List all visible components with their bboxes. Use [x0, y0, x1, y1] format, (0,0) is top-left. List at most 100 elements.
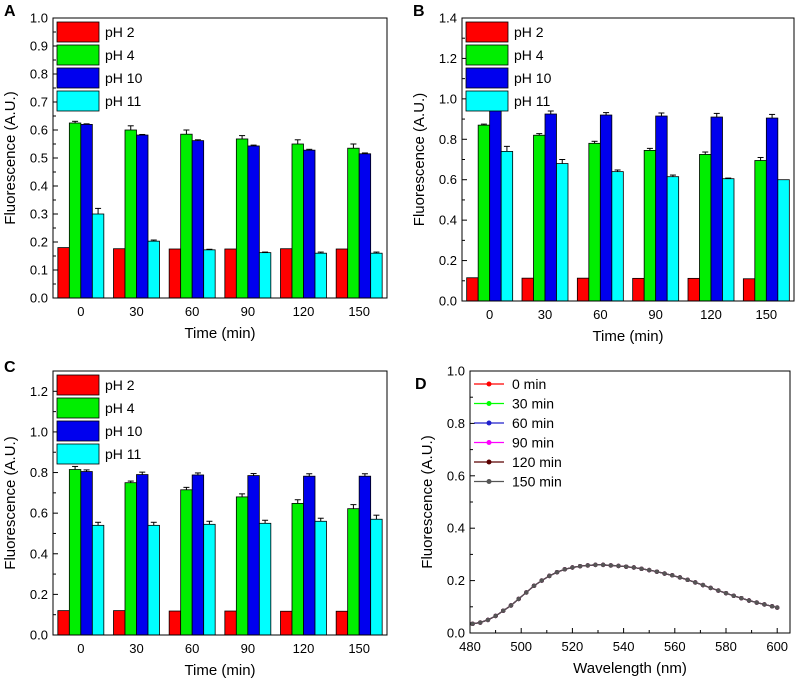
- legend-swatch: [56, 21, 100, 43]
- bar: [258, 522, 272, 636]
- data-point: [508, 603, 514, 608]
- data-point: [639, 566, 644, 572]
- plot-frame: [461, 17, 795, 302]
- bar: [247, 475, 260, 636]
- data-point: [700, 582, 706, 588]
- legend-swatch: [56, 44, 100, 66]
- bar: [643, 150, 657, 302]
- panel-d: D 0.0 0.2 0.4 0.6 0.8 1.0 Fluorescence (A.U.) Wa…: [415, 364, 791, 677]
- bar: [80, 124, 93, 299]
- legend-swatch: [465, 67, 509, 89]
- bar: [113, 248, 126, 299]
- legend-label: pH 11: [514, 93, 551, 109]
- data-point: [531, 583, 537, 589]
- bar: [235, 496, 249, 636]
- bar: [180, 489, 193, 636]
- x-axis-label: Time (min): [184, 325, 255, 342]
- bar: [599, 114, 613, 302]
- x-tick-label: 520: [562, 639, 584, 654]
- x-tick-label: 60: [185, 304, 199, 319]
- bar: [765, 117, 779, 302]
- x-tick-label: 0: [77, 304, 84, 319]
- bar: [777, 179, 790, 302]
- legend-label: pH 11: [105, 93, 142, 109]
- x-tick-label: 0: [486, 307, 493, 322]
- y-tick-label: 0.6: [30, 506, 48, 521]
- legend-marker: [486, 440, 492, 445]
- legend-label: pH 2: [105, 377, 135, 393]
- panel-c: C 0.0 0.2 0.4 0.6 0.8 1.0 1.2 Fluorescence (A.U.…: [2, 359, 388, 679]
- data-point: [723, 590, 729, 596]
- bar: [280, 248, 293, 299]
- bar: [291, 503, 304, 636]
- data-point: [593, 562, 598, 568]
- legend-swatch: [56, 397, 100, 419]
- y-tick-label: 0.6: [30, 123, 48, 138]
- y-tick-label: 0.4: [30, 546, 48, 561]
- legend-label: 90 min: [512, 435, 554, 451]
- legend-label: pH 2: [105, 24, 135, 40]
- data-point: [631, 565, 637, 570]
- y-axis-label: Fluorescence (A.U.): [419, 435, 436, 568]
- y-tick-label: 0.0: [30, 291, 48, 306]
- x-tick-label: 90: [241, 304, 255, 319]
- panel-label: D: [415, 376, 427, 393]
- x-tick-label: 500: [510, 639, 532, 654]
- y-tick-label: 0.4: [439, 213, 457, 228]
- legend-swatch: [56, 67, 100, 89]
- bar: [347, 508, 360, 636]
- bar: [247, 145, 260, 299]
- y-tick-label: 1.0: [30, 424, 48, 439]
- bar: [124, 482, 137, 636]
- data-point: [731, 593, 736, 598]
- x-tick-label: 150: [348, 304, 370, 319]
- series-line: [472, 564, 778, 625]
- bar: [632, 277, 645, 302]
- data-point: [547, 573, 552, 579]
- legend-label: pH 10: [514, 70, 552, 86]
- data-point: [616, 563, 621, 569]
- bar: [91, 524, 105, 636]
- x-tick-label: 30: [129, 304, 143, 319]
- y-tick-label: 0.2: [439, 253, 457, 268]
- plot-frame: [52, 17, 388, 299]
- legend-label: pH 4: [105, 400, 135, 416]
- legend-label: 60 min: [512, 415, 554, 431]
- data-point: [585, 563, 590, 568]
- series-line: [472, 564, 778, 625]
- y-tick-label: 0.0: [439, 294, 457, 309]
- bar: [576, 277, 590, 302]
- bar: [466, 277, 479, 302]
- data-point: [662, 571, 667, 576]
- data-point: [708, 585, 713, 591]
- panel-label: B: [413, 3, 425, 20]
- x-tick-label: 30: [538, 307, 552, 322]
- legend-swatch: [56, 374, 100, 396]
- bar: [235, 138, 249, 299]
- y-tick-label: 0.4: [30, 179, 48, 194]
- y-tick-label: 0.1: [30, 263, 48, 278]
- bar: [291, 143, 304, 299]
- bar: [533, 134, 546, 302]
- data-point: [754, 600, 759, 605]
- x-tick-label: 120: [700, 307, 722, 322]
- bar: [136, 474, 149, 636]
- y-axis-label: Fluorescence (A.U.): [411, 93, 428, 226]
- y-tick-label: 0.7: [30, 95, 48, 110]
- bar: [124, 129, 137, 299]
- bar: [224, 610, 237, 636]
- bar: [147, 240, 160, 299]
- y-axis-label: Fluorescence (A.U.): [2, 436, 19, 569]
- y-tick-label: 0.8: [447, 416, 465, 431]
- y-tick-label: 0.5: [30, 151, 48, 166]
- y-tick-label: 0.9: [30, 39, 48, 54]
- bar: [655, 115, 668, 302]
- y-tick-label: 0.2: [30, 587, 48, 602]
- series-line: [472, 564, 778, 625]
- bar: [754, 160, 767, 302]
- plot-frame: [469, 370, 791, 634]
- bar: [191, 474, 205, 636]
- x-tick-label: 480: [459, 639, 481, 654]
- legend-label: pH 4: [105, 47, 135, 63]
- legend-label: pH 4: [514, 47, 544, 63]
